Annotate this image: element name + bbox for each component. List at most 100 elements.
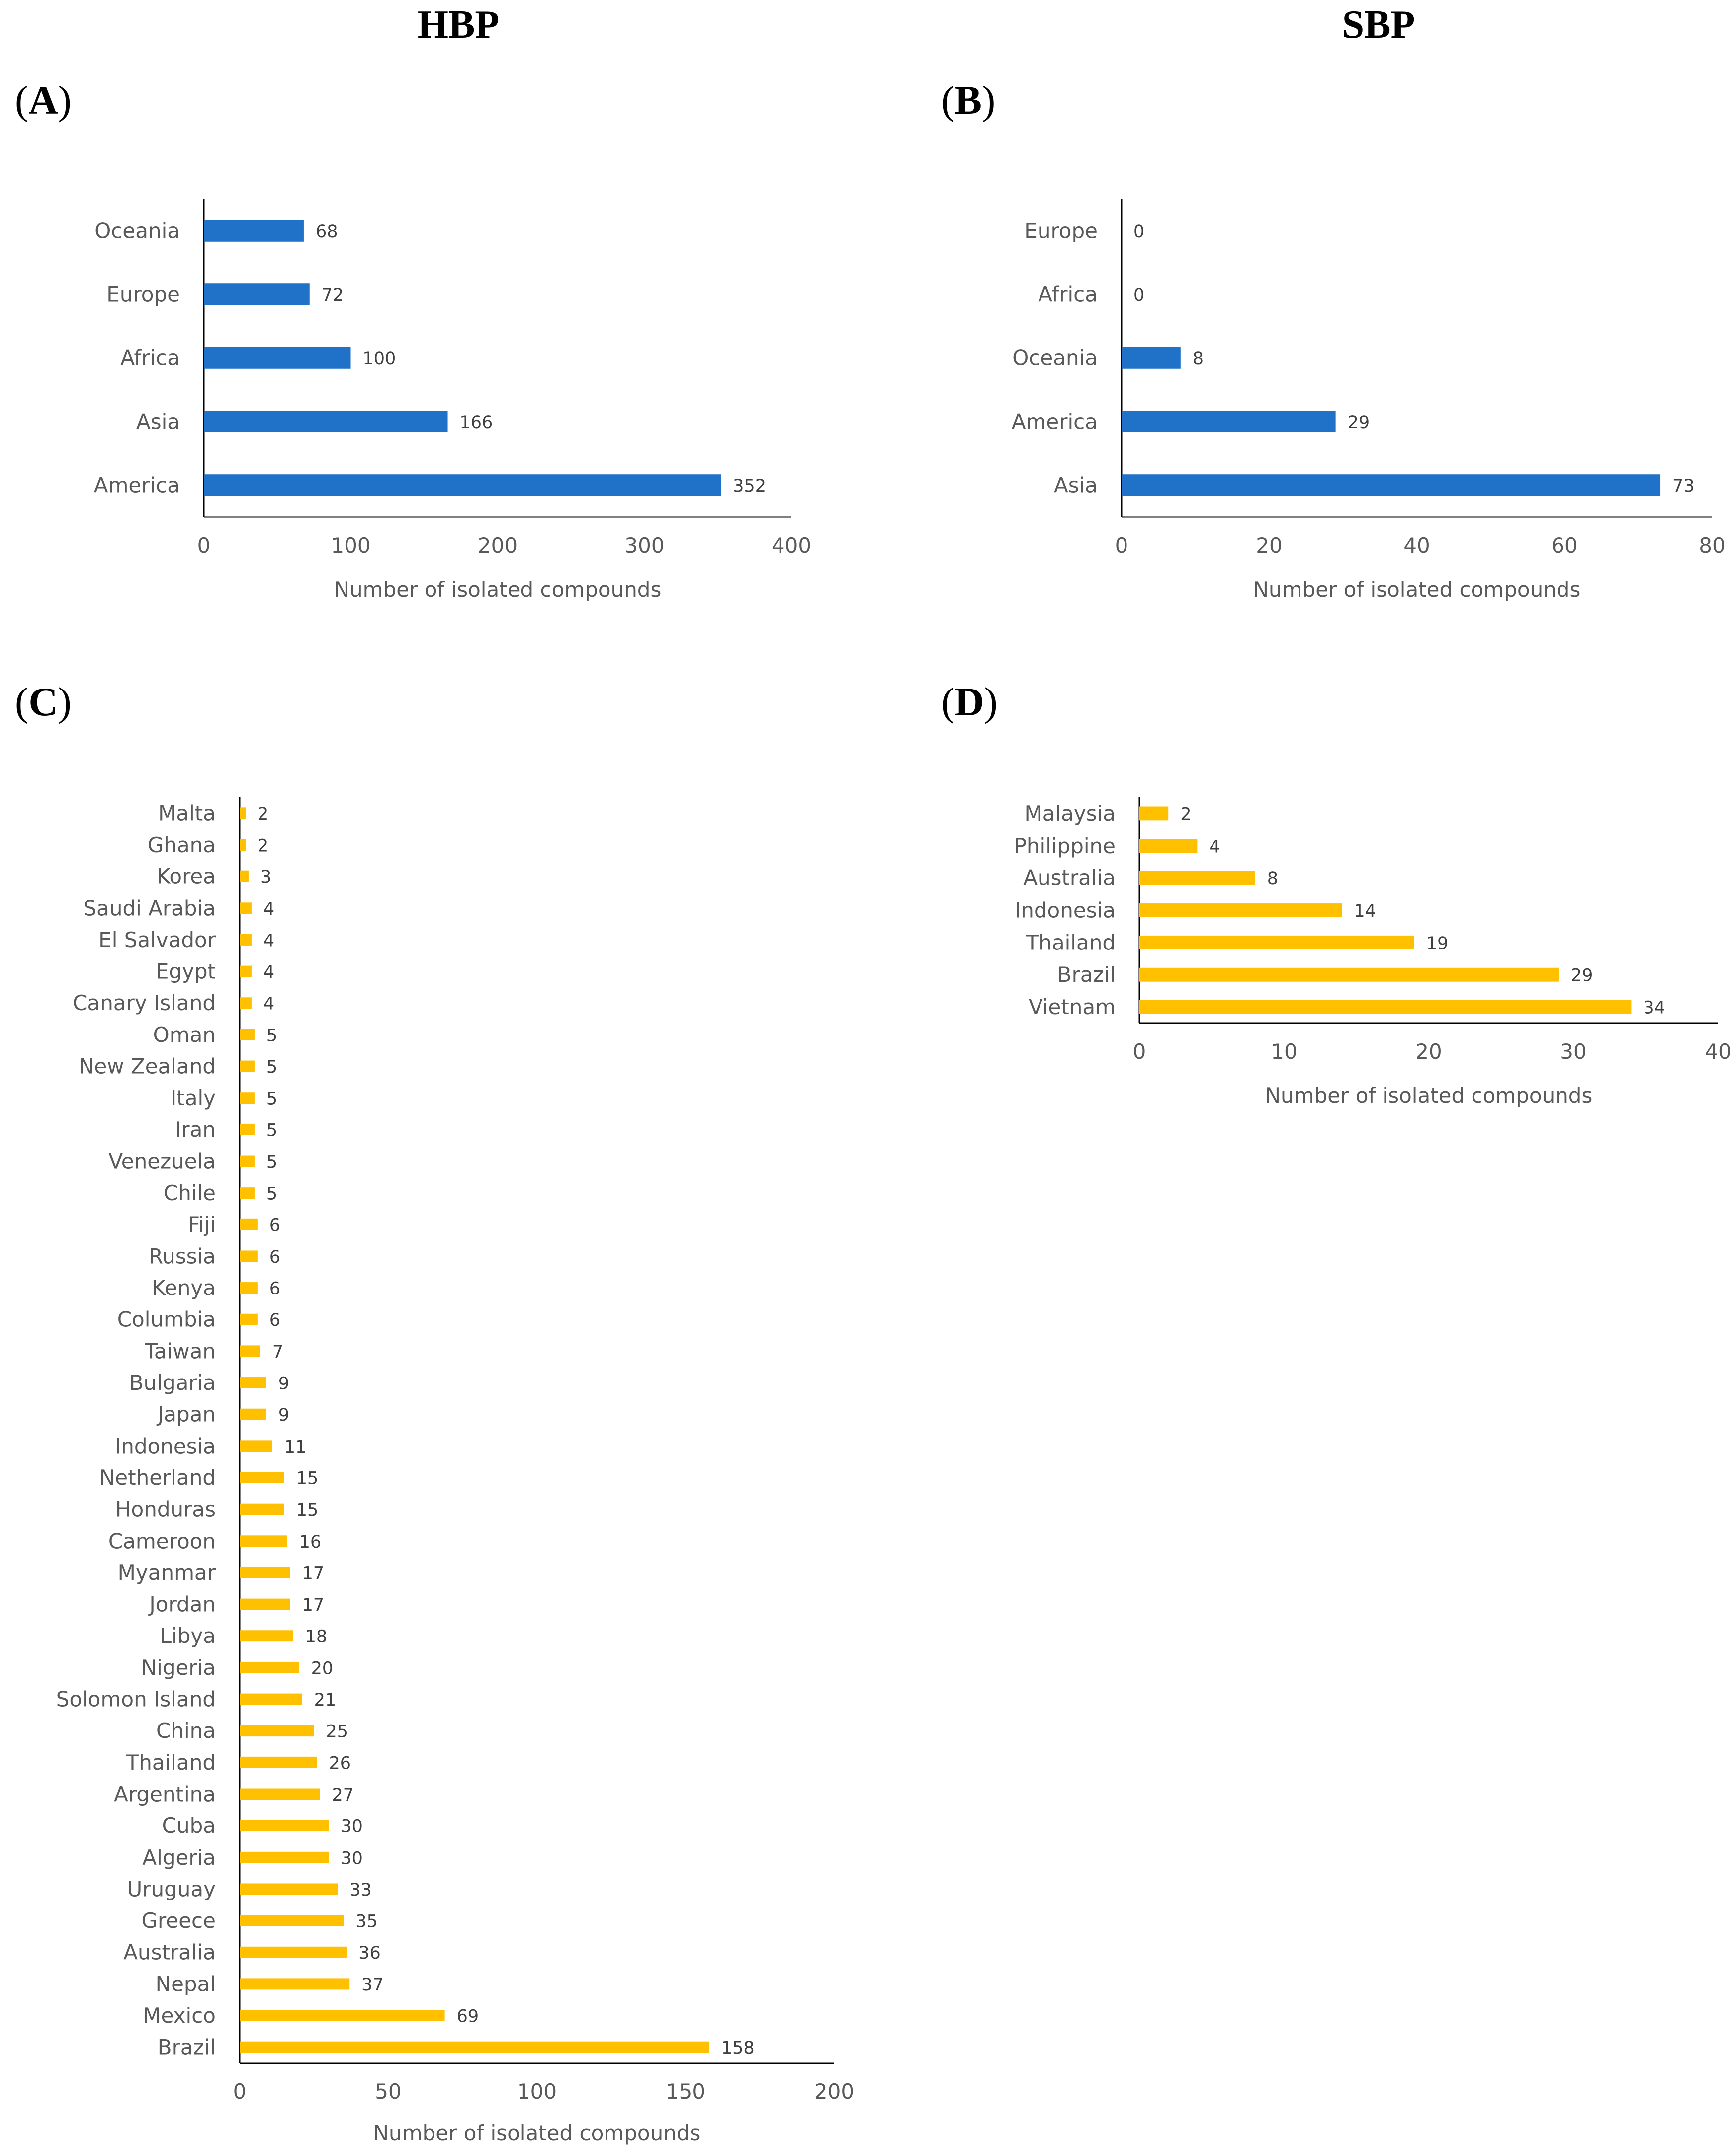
chart-a-category-label: Europe	[106, 282, 180, 307]
chart-c-value-label: 5	[266, 1089, 277, 1109]
chart-c-category-label: Australia	[123, 1940, 216, 1965]
chart-c-tick-label: 100	[517, 2079, 557, 2104]
chart-c-bar	[240, 997, 252, 1009]
chart-c-bar	[240, 1693, 302, 1705]
chart-b-tick-label: 60	[1551, 533, 1577, 558]
chart-b-bar	[1122, 411, 1336, 432]
chart-c-bar	[240, 1029, 255, 1040]
chart-c-bar	[240, 1566, 290, 1578]
chart-c-value-label: 69	[457, 2007, 479, 2027]
panel-label-d-open: (	[941, 679, 955, 724]
chart-d-bar	[1139, 806, 1169, 821]
chart-c-value-label: 17	[302, 1595, 325, 1615]
chart-b-tick-label: 80	[1699, 533, 1725, 558]
chart-c-bar	[240, 1123, 255, 1135]
chart-d-category-label: Indonesia	[1015, 898, 1116, 923]
chart-c-bar	[240, 807, 246, 819]
panel-label-b-open: (	[941, 78, 955, 123]
chart-c-category-label: Kenya	[152, 1276, 216, 1300]
chart-c-category-label: Brazil	[158, 2035, 216, 2060]
chart-c-category-label: Oman	[153, 1023, 216, 1047]
chart-d-bar	[1139, 935, 1414, 949]
chart-d-category-label: Philippine	[1014, 834, 1116, 858]
chart-b-bar	[1122, 474, 1661, 496]
chart-c-value-label: 16	[299, 1532, 322, 1552]
chart-c-value-label: 5	[266, 1057, 277, 1077]
chart-a-tick-label: 0	[197, 533, 211, 558]
chart-c-bar	[240, 1883, 338, 1895]
chart-c-bar	[240, 1408, 266, 1420]
chart-b-value-label: 29	[1348, 413, 1370, 432]
panel-label-d: (D)	[941, 677, 998, 727]
chart-c-bar	[240, 1218, 258, 1230]
chart-c-value-label: 5	[266, 1152, 277, 1172]
chart-c-value-label: 2	[258, 804, 268, 824]
chart-d-category-label: Thailand	[1026, 930, 1116, 954]
chart-d-bar	[1139, 1000, 1632, 1014]
chart-a-value-label: 72	[322, 285, 344, 305]
chart-d-tick-label: 30	[1560, 1039, 1586, 1064]
chart-c-category-label: Venezuela	[108, 1149, 216, 1173]
panel-label-a-letter: A	[28, 78, 58, 123]
chart-c-value-label: 5	[266, 1026, 277, 1045]
chart-c-bar	[240, 1155, 255, 1167]
chart-c-category-label: Taiwan	[144, 1339, 216, 1363]
chart-c-bar	[240, 1978, 350, 1990]
chart-c-bar	[240, 870, 249, 882]
chart-c-value-label: 4	[263, 931, 274, 950]
chart-c-value-label: 5	[266, 1121, 277, 1140]
chart-c-value-label: 15	[296, 1500, 319, 1520]
chart-c-category-label: Thailand	[126, 1750, 216, 1775]
chart-a-tick-label: 200	[478, 533, 518, 558]
panel-label-a-close: )	[58, 78, 72, 123]
chart-c-tick-label: 50	[375, 2079, 401, 2104]
chart-b-category-label: America	[1012, 410, 1098, 434]
chart-a-bar	[204, 220, 304, 242]
chart-c-value-label: 5	[266, 1184, 277, 1204]
chart-c-x-axis-title: Number of isolated compounds	[373, 2121, 701, 2145]
panel-label-c-open: (	[15, 679, 29, 724]
chart-c-value-label: 3	[260, 867, 271, 887]
chart-c-bar	[240, 1282, 258, 1294]
chart-a-bar	[204, 474, 721, 496]
chart-c-value-label: 25	[326, 1722, 348, 1742]
chart-a-category-label: America	[94, 473, 180, 498]
chart-c-category-label: Japan	[156, 1402, 216, 1427]
chart-c-value-label: 4	[263, 994, 274, 1014]
chart-c-value-label: 158	[721, 2038, 755, 2058]
chart-d-value-label: 19	[1426, 934, 1449, 953]
chart-c-value-label: 33	[349, 1880, 372, 1900]
chart-b-category-label: Europe	[1024, 219, 1098, 243]
panel-label-d-letter: D	[954, 679, 984, 724]
chart-b-tick-label: 40	[1403, 533, 1430, 558]
chart-c-category-label: Solomon Island	[56, 1687, 216, 1712]
chart-c-category-label: Korea	[157, 864, 216, 889]
chart-c-category-label: Indonesia	[115, 1434, 216, 1458]
chart-a-value-label: 68	[316, 222, 338, 242]
chart-c-value-label: 15	[296, 1468, 319, 1488]
chart-c-bar	[240, 965, 252, 977]
chart-c-value-label: 4	[263, 899, 274, 919]
chart-c-bar	[240, 1946, 347, 1958]
chart-c-bar	[240, 1440, 272, 1452]
chart-c-value-label: 27	[332, 1785, 354, 1805]
chart-c-bar	[240, 2010, 445, 2021]
chart-c-category-label: Malta	[158, 801, 216, 825]
chart-c-value-label: 18	[305, 1627, 328, 1647]
chart-c-bar	[240, 1060, 255, 1072]
chart-a-tick-label: 100	[331, 533, 370, 558]
chart-c-value-label: 26	[329, 1753, 351, 1773]
chart-c-tick-label: 150	[666, 2079, 705, 2104]
chart-c-bar	[240, 1788, 320, 1800]
chart-d-category-label: Malaysia	[1024, 801, 1116, 826]
chart-c-value-label: 20	[311, 1658, 334, 1678]
chart-d-bar	[1139, 839, 1198, 853]
chart-c-bar	[240, 1313, 258, 1325]
chart-c-category-label: Libya	[160, 1624, 216, 1648]
panel-label-a-open: (	[15, 78, 29, 123]
chart-c-category-label: Honduras	[115, 1497, 216, 1522]
chart-c-bar	[240, 2041, 709, 2053]
chart-a-x-axis-title: Number of isolated compounds	[334, 577, 662, 602]
chart-b-value-label: 8	[1193, 349, 1204, 369]
chart-d-bar	[1139, 903, 1342, 917]
